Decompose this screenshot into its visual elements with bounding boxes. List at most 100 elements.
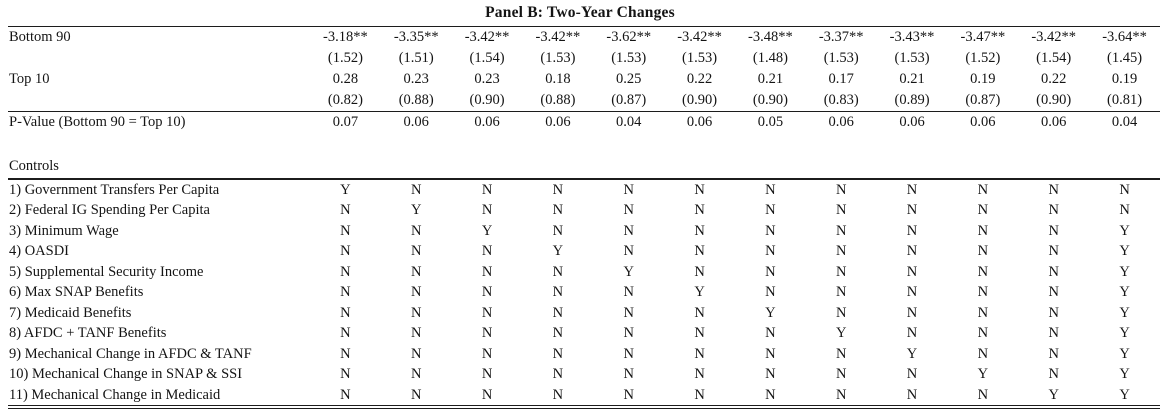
cell-value: 0.25	[616, 71, 642, 87]
cell-value: N	[906, 243, 918, 259]
cell-value: Y	[906, 345, 918, 362]
cell-value: N	[1048, 202, 1059, 218]
cell-value: N	[734, 177, 806, 200]
cell-value: N	[906, 202, 918, 218]
cell-value: N	[906, 325, 918, 341]
cell-value	[1089, 154, 1160, 179]
cell-value: N	[623, 222, 634, 239]
cell-value: Y	[1119, 304, 1130, 321]
cell-value: Y	[552, 243, 564, 259]
cell-value: N	[1048, 345, 1059, 362]
cell-value: Y	[1119, 325, 1130, 341]
cell-value: N	[552, 366, 564, 382]
cell-value: N	[765, 243, 776, 259]
row-label: 3) Minimum Wage	[9, 222, 119, 239]
cell-value: N	[977, 304, 989, 321]
cell-value: (1.45)	[1107, 50, 1143, 66]
cell-value: (1.53)	[823, 50, 859, 66]
cell-value: 0.19	[1111, 71, 1138, 87]
cell-value: 0.06	[380, 111, 452, 133]
table-row-control-13: 7) Medicaid Benefits N N N N N N Y N N N N Y	[8, 303, 1160, 324]
table-row-se-3: (0.82) (0.88) (0.90) (0.88) (0.87) (0.90) (0.9…	[8, 90, 1160, 112]
cell-value: N	[765, 284, 776, 300]
table-row-coef-2: Top 10 0.28 0.23 0.23 0.18 0.25 0.22 0.21 0.17 0.…	[8, 69, 1160, 90]
cell-value: N	[977, 243, 989, 259]
cell-value: N	[481, 263, 493, 280]
cell-value: N	[694, 325, 705, 341]
cell-value: N	[977, 202, 989, 218]
cell-value: N	[664, 177, 735, 200]
cell-value: (0.90)	[469, 92, 505, 108]
cell-value: (0.90)	[1036, 92, 1072, 108]
table-row-coef-0: Bottom 90 -3.18** -3.35** -3.42** -3.42** -3.…	[8, 26, 1160, 48]
cell-value: N	[977, 222, 989, 239]
cell-value: N	[694, 263, 705, 280]
cell-value: N	[340, 325, 351, 341]
row-label: 1) Government Transfers Per Capita	[8, 177, 310, 200]
cell-value: -3.47**	[947, 26, 1019, 48]
cell-value: N	[623, 284, 634, 300]
cell-value: Y	[765, 304, 776, 321]
cell-value: (0.87)	[611, 92, 647, 108]
cell-value: (1.54)	[1036, 50, 1072, 66]
cell-value: 0.19	[970, 71, 996, 87]
cell-value: N	[481, 304, 493, 321]
table-row-control-12: 6) Max SNAP Benefits N N N N N Y N N N N N Y	[8, 282, 1160, 303]
cell-value: N	[694, 304, 705, 321]
cell-value: N	[765, 366, 776, 382]
cell-value	[947, 133, 1018, 154]
cell-value: N	[694, 366, 705, 382]
cell-value	[310, 154, 381, 179]
cell-value: 0.06	[805, 111, 877, 133]
cell-value: N	[411, 284, 422, 300]
cell-value	[522, 154, 593, 179]
cell-value: N	[835, 243, 847, 259]
cell-value: N	[623, 366, 634, 382]
cell-value: (1.53)	[682, 50, 718, 66]
cell-value: Y	[1119, 263, 1130, 280]
table-row-control-11: 5) Supplemental Security Income N N N N Y N N N N…	[8, 262, 1160, 283]
cell-value: N	[876, 177, 948, 200]
row-label: 9) Mechanical Change in AFDC & TANF	[9, 345, 252, 362]
cell-value: N	[522, 177, 594, 200]
cell-value: -3.42**	[522, 26, 594, 48]
cell-value: 0.18	[545, 71, 571, 87]
cell-value	[664, 154, 735, 179]
cell-value: (1.52)	[965, 50, 1001, 66]
cell-value: N	[623, 202, 634, 218]
cell-value: (1.48)	[752, 50, 788, 66]
cell-value: N	[451, 384, 523, 409]
cell-value: -3.18**	[310, 26, 381, 48]
cell-value: (0.89)	[894, 92, 930, 108]
cell-value: N	[552, 202, 564, 218]
cell-value: N	[623, 345, 634, 362]
cell-value: N	[1048, 284, 1059, 300]
cell-value: N	[977, 325, 989, 341]
cell-value: N	[765, 325, 776, 341]
cell-value: N	[664, 384, 735, 409]
table-row-control-17: 11) Mechanical Change in Medicaid N N N N N N N…	[8, 384, 1160, 409]
cell-value: N	[411, 304, 422, 321]
cell-value: Y	[411, 202, 422, 218]
cell-value: (0.81)	[1107, 92, 1143, 108]
cell-value: 0.28	[332, 71, 359, 87]
row-label: Top 10	[9, 71, 50, 87]
cell-value: Y	[1089, 384, 1160, 409]
cell-value: N	[1048, 222, 1059, 239]
cell-value: (0.83)	[823, 92, 859, 108]
cell-value: -3.48**	[734, 26, 806, 48]
cell-value: N	[593, 384, 665, 409]
cell-value: N	[734, 384, 806, 409]
cell-value	[593, 133, 664, 154]
row-label	[8, 48, 310, 69]
cell-value: N	[411, 243, 422, 259]
cell-value: N	[340, 366, 351, 382]
cell-value: 0.21	[757, 71, 784, 87]
cell-value: N	[835, 345, 847, 362]
cell-value: N	[1048, 243, 1059, 259]
cell-value: (0.90)	[682, 92, 718, 108]
cell-value: (1.51)	[398, 50, 434, 66]
cell-value: N	[906, 284, 918, 300]
cell-value: 0.23	[403, 71, 429, 87]
table-row-control-16: 10) Mechanical Change in SNAP & SSI N N N N N…	[8, 364, 1160, 385]
